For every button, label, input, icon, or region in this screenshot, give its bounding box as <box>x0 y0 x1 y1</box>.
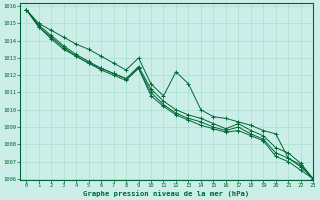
X-axis label: Graphe pression niveau de la mer (hPa): Graphe pression niveau de la mer (hPa) <box>84 190 250 197</box>
